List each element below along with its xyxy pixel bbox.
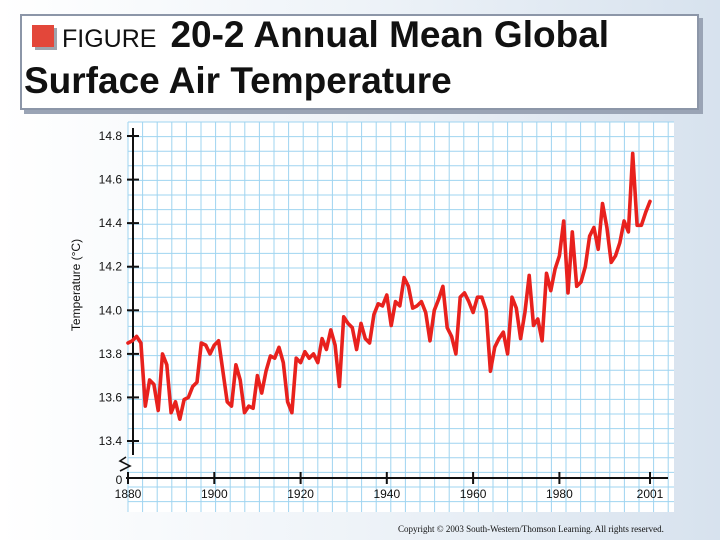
x-tick-label-5: 1980 xyxy=(546,487,573,501)
axis-break-zero-label: 0 xyxy=(116,473,123,487)
y-tick-label-7: 14.8 xyxy=(99,129,123,143)
figure-title-line-2: Surface Air Temperature xyxy=(24,60,452,101)
y-tick-label-1: 13.6 xyxy=(99,390,123,404)
x-tick-label-0: 1880 xyxy=(115,487,142,501)
y-tick-label-5: 14.4 xyxy=(99,216,123,230)
y-tick-label-6: 14.6 xyxy=(99,173,123,187)
title-box xyxy=(20,14,699,110)
series xyxy=(126,151,652,422)
x-tick-label-3: 1940 xyxy=(373,487,400,501)
x-tick-label-4: 1960 xyxy=(460,487,487,501)
plot-area-background xyxy=(128,122,674,512)
y-tick-label-0: 13.4 xyxy=(99,434,123,448)
figure-label: FIGURE xyxy=(62,25,157,53)
tick-labels: 13.4 13.6 13.8 14.0 14.2 14.4 14.6 14.8 1880 1900… xyxy=(99,129,664,501)
x-tick-label-1: 1900 xyxy=(201,487,228,501)
y-tick-label-2: 13.8 xyxy=(99,347,123,361)
grid xyxy=(127,121,674,512)
copyright-notice: Copyright © 2003 South-Western/Thomson L… xyxy=(398,524,664,534)
axes xyxy=(126,128,668,484)
figure-title-text-1: 20-2 Annual Mean Global xyxy=(170,14,610,55)
x-tick-label-2: 1920 xyxy=(287,487,314,501)
series-line-0 xyxy=(126,151,652,422)
y-tick-label-3: 14.0 xyxy=(99,303,123,317)
y-tick-label-4: 14.2 xyxy=(99,260,123,274)
title-bullet-icon xyxy=(32,25,54,47)
figure-title-line-1: FIGURE 20-2 Annual Mean Global xyxy=(62,14,609,56)
x-tick-label-6: 2001 xyxy=(637,487,664,501)
y-axis-label: Temperature (°C) xyxy=(69,239,83,331)
axis-break-icon xyxy=(118,456,132,472)
